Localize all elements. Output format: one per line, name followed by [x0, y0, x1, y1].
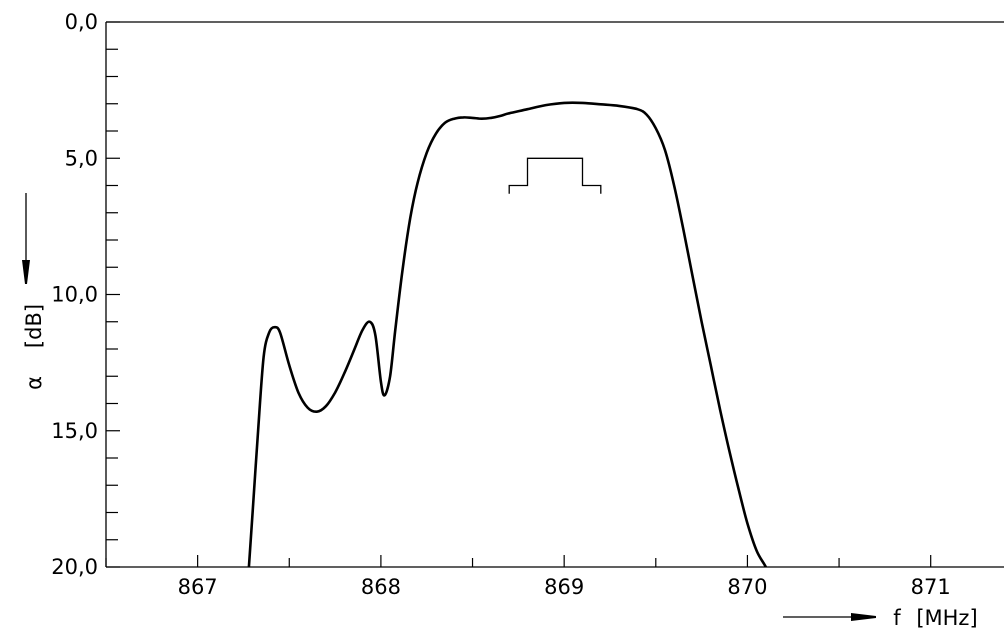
x-tick-label: 868: [361, 575, 401, 599]
x-axis-unit: [MHz]: [916, 606, 977, 630]
tolerance-mask: [508, 157, 602, 194]
y-tick-label: 0,0: [65, 10, 98, 34]
y-tick-label: 15,0: [51, 419, 98, 443]
x-axis-label-symbol: f: [893, 606, 901, 630]
x-tick-label: 870: [727, 575, 767, 599]
y-axis-unit: [dB]: [22, 304, 46, 348]
x-tick-label: 867: [178, 575, 218, 599]
y-tick-label: 20,0: [51, 555, 98, 579]
y-axis-title: α [dB]: [22, 193, 46, 390]
tolerance-mask-line: [508, 157, 602, 194]
series-line-0: [247, 101, 768, 567]
y-tick-label: 10,0: [51, 283, 98, 307]
series-group: [247, 101, 768, 567]
x-tick-label: 871: [911, 575, 951, 599]
y-axis-label-symbol: α: [22, 376, 46, 390]
y-axis-arrow-head: [22, 260, 30, 284]
x-axis-arrow-head: [851, 613, 876, 621]
x-tick-label: 869: [544, 575, 584, 599]
x-axis-title: f [MHz]: [783, 606, 978, 630]
ticks: [105, 21, 932, 568]
y-tick-label: 5,0: [65, 146, 98, 170]
tick-labels: 0,0 5,0 10,0 15,0 20,0 867 868 869 870 871: [51, 10, 951, 599]
